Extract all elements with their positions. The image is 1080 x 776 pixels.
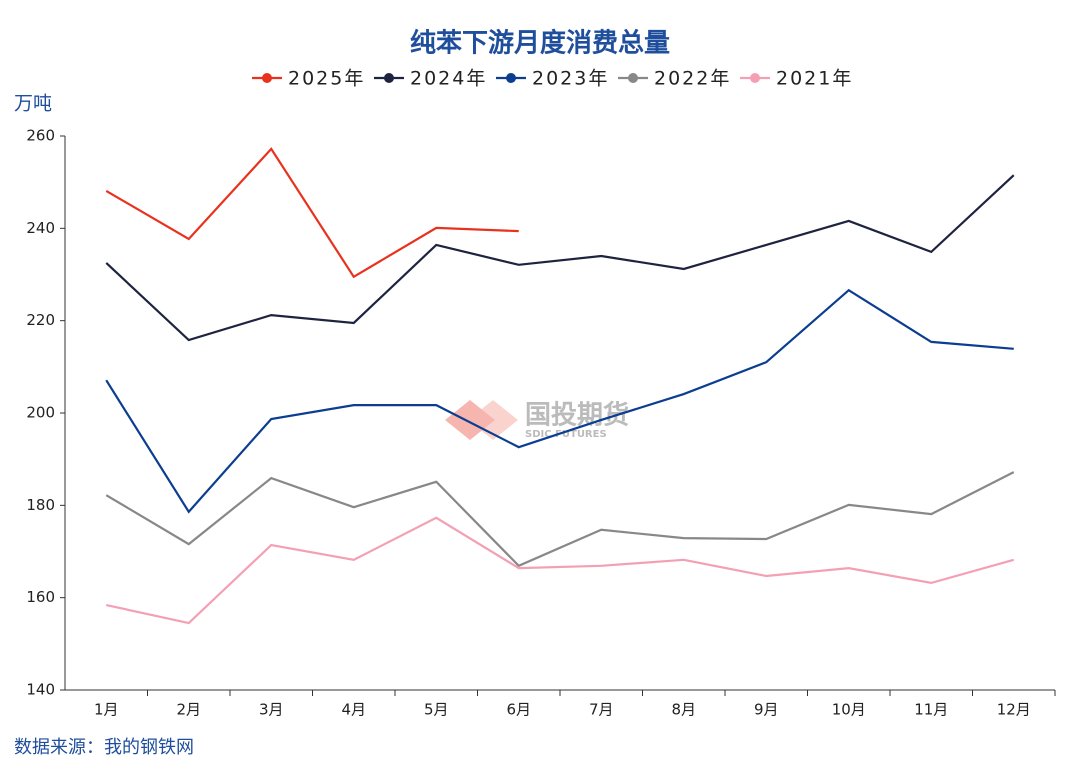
y-tick-label: 220	[26, 311, 55, 329]
x-tick-label: 10月	[832, 701, 866, 719]
watermark: 国投期货	[525, 400, 629, 431]
chart-title: 纯苯下游月度消费总量	[410, 28, 670, 59]
y-tick-label: 260	[26, 127, 55, 145]
x-tick-label: 6月	[506, 701, 531, 719]
series-line	[105, 471, 1015, 568]
x-tick-label: 2月	[176, 701, 201, 719]
y-tick-label: 140	[26, 681, 55, 699]
legend-label: 2022年	[654, 68, 731, 90]
y-tick-label: 180	[26, 496, 55, 514]
watermark-sub: SDIC FUTURES	[525, 429, 607, 440]
legend-marker	[262, 73, 272, 83]
legend-label: 2025年	[288, 68, 365, 90]
x-tick-label: 7月	[589, 701, 614, 719]
legend-marker	[384, 73, 394, 83]
x-tick-label: 11月	[914, 701, 948, 719]
series-line	[105, 288, 1014, 514]
y-axis-label: 万吨	[14, 93, 52, 115]
legend-label: 2024年	[410, 68, 487, 90]
series-line	[105, 174, 1015, 342]
series-line	[106, 516, 1015, 625]
legend-label: 2021年	[776, 68, 853, 90]
legend-label: 2023年	[532, 68, 609, 90]
x-tick-label: 9月	[754, 701, 779, 719]
x-tick-label: 4月	[341, 701, 366, 719]
legend-marker	[506, 73, 516, 83]
x-tick-label: 8月	[671, 701, 696, 719]
y-tick-label: 240	[26, 219, 55, 237]
source: 数据来源：我的钢铁网	[14, 737, 194, 758]
watermark-logo	[445, 400, 518, 440]
y-tick-label: 160	[26, 588, 55, 606]
x-tick-label: 1月	[94, 701, 119, 719]
legend-marker	[628, 73, 638, 83]
legend-marker	[750, 73, 760, 83]
x-tick-label: 5月	[424, 701, 449, 719]
y-tick-label: 200	[26, 404, 55, 422]
x-tick-label: 3月	[259, 701, 284, 719]
series-line	[105, 147, 519, 279]
x-tick-label: 12月	[997, 701, 1031, 719]
